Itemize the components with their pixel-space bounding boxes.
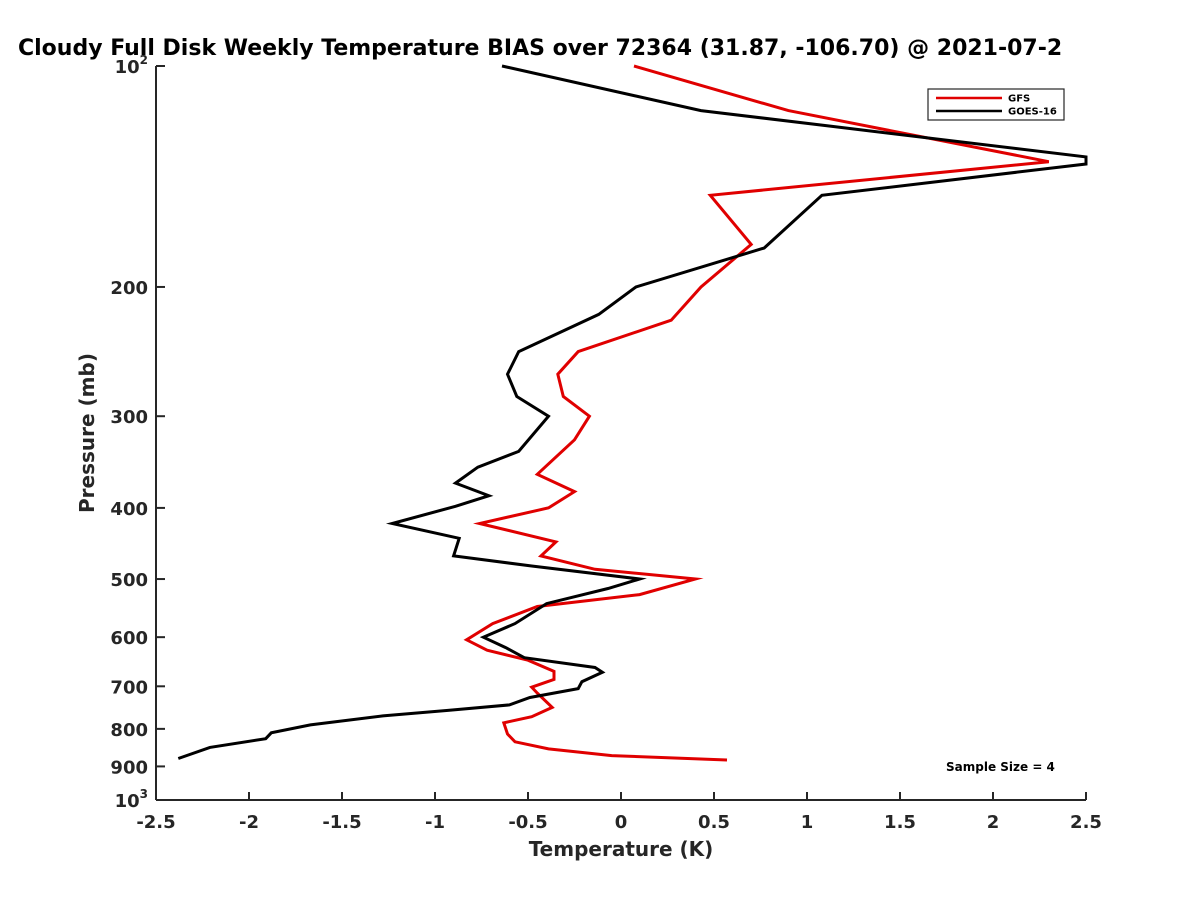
x-tick-label: -1	[425, 812, 445, 833]
legend-label-gfs: GFS	[1008, 94, 1030, 105]
y-tick-label: 500	[110, 570, 148, 591]
legend-box	[927, 88, 1065, 121]
sample-size-note: Sample Size = 4	[946, 760, 1055, 774]
x-tick-label: 2.5	[1070, 812, 1102, 833]
x-tick-label: -2	[239, 812, 259, 833]
x-axis-label: Temperature (K)	[529, 837, 714, 861]
x-tick-label: 0	[615, 812, 628, 833]
y-axis-label: Pressure (mb)	[75, 353, 99, 513]
series-line-goes-16	[177, 64, 1088, 760]
y-tick-label: 200	[110, 278, 148, 299]
chart-title: Cloudy Full Disk Weekly Temperature BIAS…	[18, 36, 1062, 61]
y-tick-label: 700	[110, 677, 148, 698]
y-tick-label: 103	[115, 787, 148, 812]
x-tick-label: 1	[801, 812, 814, 833]
y-tick-label: 600	[110, 628, 148, 649]
x-tick-label: 0.5	[698, 812, 730, 833]
legend: GFS GOES-16	[927, 88, 1065, 121]
x-tick-label: -2.5	[136, 812, 175, 833]
y-ticks: 102 200 300 400 500 600 700 800 900 103	[110, 53, 165, 812]
series-lines	[177, 64, 1088, 762]
x-ticks: -2.5 -2 -1.5 -1 -0.5 0 0.5 1 1.5 2 2.5	[136, 792, 1102, 833]
x-tick-label: -1.5	[322, 812, 361, 833]
legend-label-goes16: GOES-16	[1008, 107, 1057, 118]
y-tick-label: 102	[115, 53, 148, 78]
x-tick-label: -0.5	[508, 812, 547, 833]
x-tick-label: 2	[987, 812, 1000, 833]
y-tick-label: 800	[110, 720, 148, 741]
series-line-gfs	[463, 64, 1050, 762]
y-tick-label: 900	[110, 757, 148, 778]
x-tick-label: 1.5	[884, 812, 916, 833]
y-tick-label: 300	[110, 407, 148, 428]
plot-area: -2.5 -2 -1.5 -1 -0.5 0 0.5 1 1.5 2 2.5 102 200 300 40…	[110, 53, 1102, 833]
y-tick-label: 400	[110, 499, 148, 520]
